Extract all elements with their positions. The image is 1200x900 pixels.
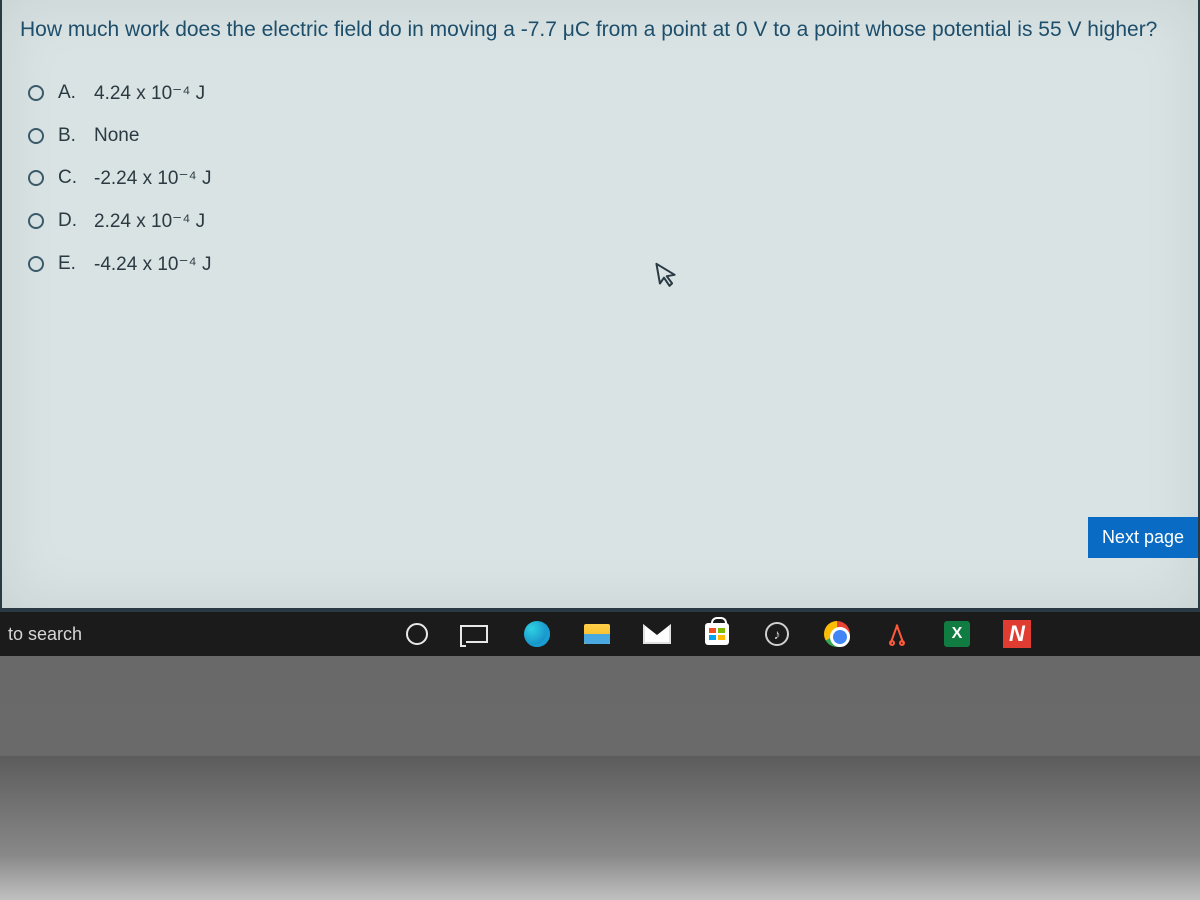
radio-icon[interactable] [28,213,44,229]
option-letter: B. [58,125,80,147]
microsoft-store-icon[interactable] [702,619,732,649]
option-d[interactable]: D. 2.24 x 10⁻⁴ J [20,200,1180,243]
option-c[interactable]: C. -2.24 x 10⁻⁴ J [20,157,1180,200]
cortana-icon[interactable] [402,619,432,649]
browser-content-area: How much work does the electric field do… [0,0,1200,610]
snip-tool-icon[interactable] [882,619,912,649]
edge-icon[interactable] [522,619,552,649]
taskbar-search-input[interactable]: to search [2,612,382,656]
option-text: 4.24 x 10⁻⁴ J [94,82,205,105]
option-letter: E. [58,253,80,275]
option-text: 2.24 x 10⁻⁴ J [94,210,205,233]
quiz-question-panel: How much work does the electric field do… [2,0,1198,608]
next-page-button[interactable]: Next page [1088,517,1198,558]
option-b[interactable]: B. None [20,115,1180,157]
windows-taskbar: to search ♪ X N [0,610,1200,656]
option-e[interactable]: E. -4.24 x 10⁻⁴ J [20,243,1180,286]
radio-icon[interactable] [28,170,44,186]
radio-icon[interactable] [28,256,44,272]
option-letter: D. [58,210,80,232]
task-view-icon[interactable] [462,619,492,649]
answer-options-list: A. 4.24 x 10⁻⁴ J B. None C. -2.24 x 10⁻⁴… [20,72,1180,286]
option-text: -2.24 x 10⁻⁴ J [94,167,211,190]
option-letter: A. [58,82,80,104]
radio-icon[interactable] [28,128,44,144]
chrome-icon[interactable] [822,619,852,649]
radio-icon[interactable] [28,85,44,101]
music-player-icon[interactable]: ♪ [762,619,792,649]
option-letter: C. [58,167,80,189]
option-a[interactable]: A. 4.24 x 10⁻⁴ J [20,72,1180,115]
option-text: None [94,125,139,147]
excel-icon[interactable]: X [942,619,972,649]
option-text: -4.24 x 10⁻⁴ J [94,253,211,276]
question-text: How much work does the electric field do… [20,14,1180,46]
mail-icon[interactable] [642,619,672,649]
n-app-icon[interactable]: N [1002,619,1032,649]
file-explorer-icon[interactable] [582,619,612,649]
taskbar-icons-group: ♪ X N [402,619,1032,649]
